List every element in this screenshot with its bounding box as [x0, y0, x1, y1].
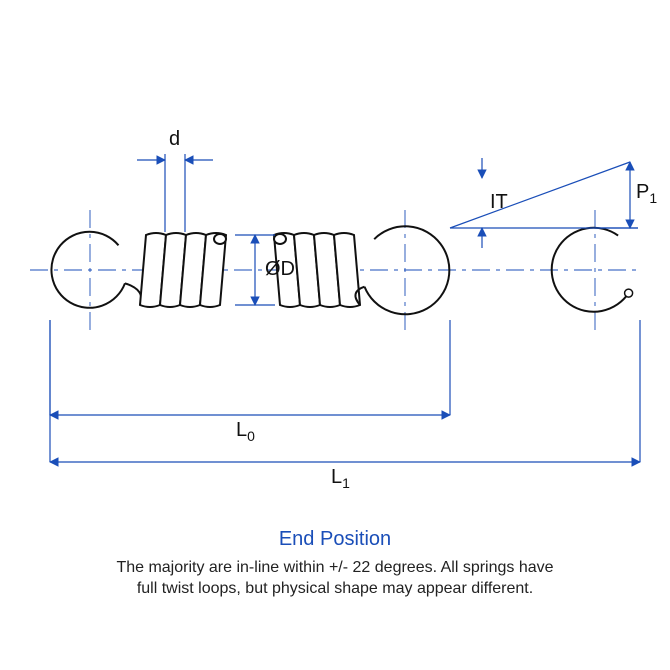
- dim-label-L1: L1: [331, 466, 350, 491]
- dim-label-d: d: [169, 128, 180, 151]
- caption-line1: The majority are in-line within +/- 22 d…: [0, 557, 670, 579]
- caption-line2: full twist loops, but physical shape may…: [0, 578, 670, 600]
- caption-block: End Position The majority are in-line wi…: [0, 528, 670, 600]
- caption-title: End Position: [0, 528, 670, 551]
- dim-label-IT: IT: [490, 191, 508, 214]
- dim-label-L0: L0: [236, 419, 255, 444]
- dim-label-P1: P1: [636, 181, 657, 206]
- dim-label-D: ØD: [265, 258, 295, 281]
- spring-diagram: d ØD L0 L1 IT P1: [20, 100, 650, 500]
